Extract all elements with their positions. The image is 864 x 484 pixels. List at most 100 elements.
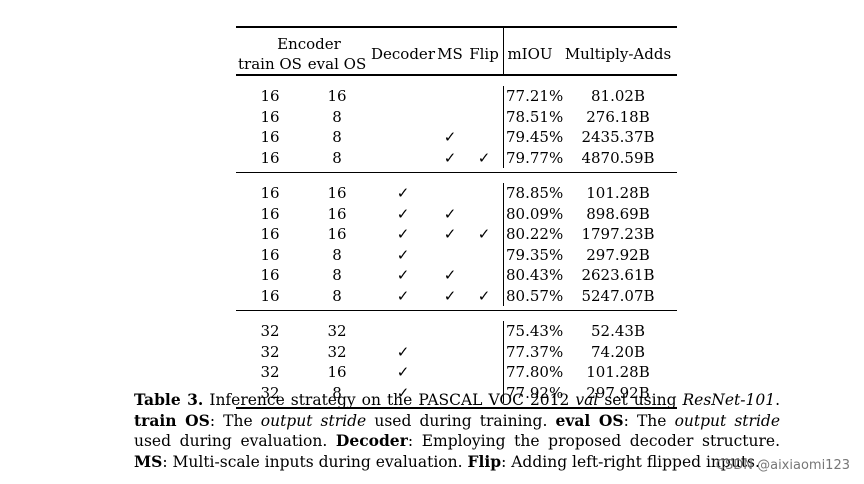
cell-multiply-adds: 1797.23B xyxy=(581,225,655,243)
caption-val: val xyxy=(575,391,599,409)
caption-text: : The xyxy=(209,411,261,430)
cell-eval-os: 16 xyxy=(327,87,347,105)
bottom-rule xyxy=(236,407,677,409)
cell-eval-os: 8 xyxy=(332,128,342,146)
cell-miou: 79.45% xyxy=(506,128,564,146)
table-row: 16 8 ✓ 79.45% 2435.37B xyxy=(236,127,677,148)
top-rule xyxy=(236,26,677,28)
cell-train-os: 16 xyxy=(260,184,280,202)
cell-multiply-adds: 101.28B xyxy=(586,184,650,202)
cell-eval-os: 16 xyxy=(327,204,347,223)
cell-train-os: 32 xyxy=(260,363,280,381)
cell-eval-os: 8 xyxy=(332,383,342,402)
cell-miou: 77.37% xyxy=(506,342,564,361)
cell-train-os: 32 xyxy=(260,383,280,402)
table-row: 16 16 77.21% 81.02B xyxy=(236,86,677,107)
cell-multiply-adds: 898.69B xyxy=(586,204,650,223)
caption-output-stride: output stride xyxy=(674,411,781,430)
cell-train-os: 16 xyxy=(260,87,280,105)
header-ms: MS xyxy=(437,45,463,63)
caption-text: set using xyxy=(598,391,683,409)
cell-eval-os: 16 xyxy=(327,225,347,243)
column-divider xyxy=(503,362,504,383)
cell-eval-os: 8 xyxy=(332,148,342,167)
cell-train-os: 16 xyxy=(260,148,280,167)
row-group: 32 32 75.43% 52.43B 32 32 ✓ 77.37% 74.20B 32 16 ✓ 77… xyxy=(236,311,677,407)
table-row: 16 16 ✓ 78.85% 101.28B xyxy=(236,183,677,204)
cell-multiply-adds: 52.43B xyxy=(591,322,645,340)
table-row: 16 8 78.51% 276.18B xyxy=(236,106,677,127)
group-rule xyxy=(236,172,677,173)
cell-decoder: ✓ xyxy=(396,225,410,243)
cell-miou: 78.51% xyxy=(506,107,564,126)
cell-eval-os: 32 xyxy=(327,322,347,340)
column-divider xyxy=(503,127,504,148)
table-row: 32 32 75.43% 52.43B xyxy=(236,321,677,342)
cell-miou: 80.57% xyxy=(506,286,564,305)
cell-miou: 79.77% xyxy=(506,148,564,167)
cell-miou: 80.43% xyxy=(506,266,564,284)
column-divider xyxy=(503,382,504,403)
cell-decoder: ✓ xyxy=(396,342,410,361)
cell-eval-os: 8 xyxy=(332,245,342,264)
table-body: 16 16 77.21% 81.02B 16 8 78.51% 276.18B 16 8 ✓ 79.4… xyxy=(236,76,677,407)
cell-miou: 75.43% xyxy=(506,322,564,340)
cell-eval-os: 8 xyxy=(332,266,342,284)
cell-multiply-adds: 2435.37B xyxy=(581,128,655,146)
caption-ms: MS xyxy=(134,451,163,471)
row-group: 16 16 77.21% 81.02B 16 8 78.51% 276.18B 16 8 ✓ 79.4… xyxy=(236,76,677,172)
table-caption: Table 3. Inference strategy on the PASCA… xyxy=(134,390,780,472)
cell-multiply-adds: 297.92B xyxy=(586,245,650,264)
caption-text: : Multi-scale inputs during evaluation. xyxy=(162,452,468,471)
caption-train-os: train OS xyxy=(134,410,210,430)
cell-train-os: 16 xyxy=(260,204,280,223)
caption-decoder: Decoder xyxy=(335,431,408,450)
group-rule xyxy=(236,310,677,311)
cell-multiply-adds: 81.02B xyxy=(591,87,645,105)
caption-text: Inference strategy on the PASCAL VOC 201… xyxy=(203,391,576,409)
watermark: CSDN @aixiaomi123 xyxy=(715,458,850,473)
cell-miou: 78.85% xyxy=(506,184,564,202)
header-miou: mIOU xyxy=(507,45,553,63)
table-row: 16 16 ✓ ✓ 80.09% 898.69B xyxy=(236,203,677,224)
cell-miou: 80.09% xyxy=(506,204,564,223)
column-divider xyxy=(503,147,504,168)
table-header: Encoder train OS eval OS Decoder MS Flip… xyxy=(236,28,677,76)
header-flip: Flip xyxy=(469,45,499,63)
column-divider xyxy=(503,265,504,286)
results-table: Encoder train OS eval OS Decoder MS Flip… xyxy=(236,26,677,409)
column-divider xyxy=(503,321,504,342)
cell-miou: 77.92% xyxy=(506,383,564,402)
cell-decoder: ✓ xyxy=(396,204,410,223)
row-group: 16 16 ✓ 78.85% 101.28B 16 16 ✓ ✓ 80.09% 898.69B 16 1… xyxy=(236,173,677,310)
column-divider xyxy=(503,224,504,245)
cell-flip: ✓ xyxy=(477,286,491,305)
cell-eval-os: 16 xyxy=(327,363,347,381)
table-row: 32 32 ✓ 77.37% 74.20B xyxy=(236,341,677,362)
caption-text: . xyxy=(775,391,781,409)
cell-flip: ✓ xyxy=(477,225,491,243)
cell-miou: 77.21% xyxy=(506,87,564,105)
cell-ms: ✓ xyxy=(443,128,457,146)
caption-output-stride: output stride xyxy=(260,411,367,430)
cell-decoder: ✓ xyxy=(396,184,410,202)
column-divider xyxy=(503,341,504,362)
column-divider xyxy=(503,183,504,204)
cell-train-os: 16 xyxy=(260,266,280,284)
table-row: 32 16 ✓ 77.80% 101.28B xyxy=(236,362,677,383)
caption-resnet: ResNet-101 xyxy=(682,391,776,409)
cell-decoder: ✓ xyxy=(396,286,410,305)
caption-text: : Adding left-right flipped inputs. xyxy=(501,452,760,471)
cell-multiply-adds: 74.20B xyxy=(591,342,645,361)
cell-decoder: ✓ xyxy=(396,266,410,284)
cell-eval-os: 8 xyxy=(332,286,342,305)
cell-train-os: 16 xyxy=(260,245,280,264)
cell-ms: ✓ xyxy=(443,148,457,167)
cell-train-os: 32 xyxy=(260,322,280,340)
cell-multiply-adds: 2623.61B xyxy=(581,266,655,284)
cell-miou: 77.80% xyxy=(506,363,564,381)
cell-eval-os: 16 xyxy=(327,184,347,202)
caption-label: Table 3. xyxy=(134,390,204,409)
cell-multiply-adds: 276.18B xyxy=(586,107,650,126)
cell-flip: ✓ xyxy=(477,148,491,167)
